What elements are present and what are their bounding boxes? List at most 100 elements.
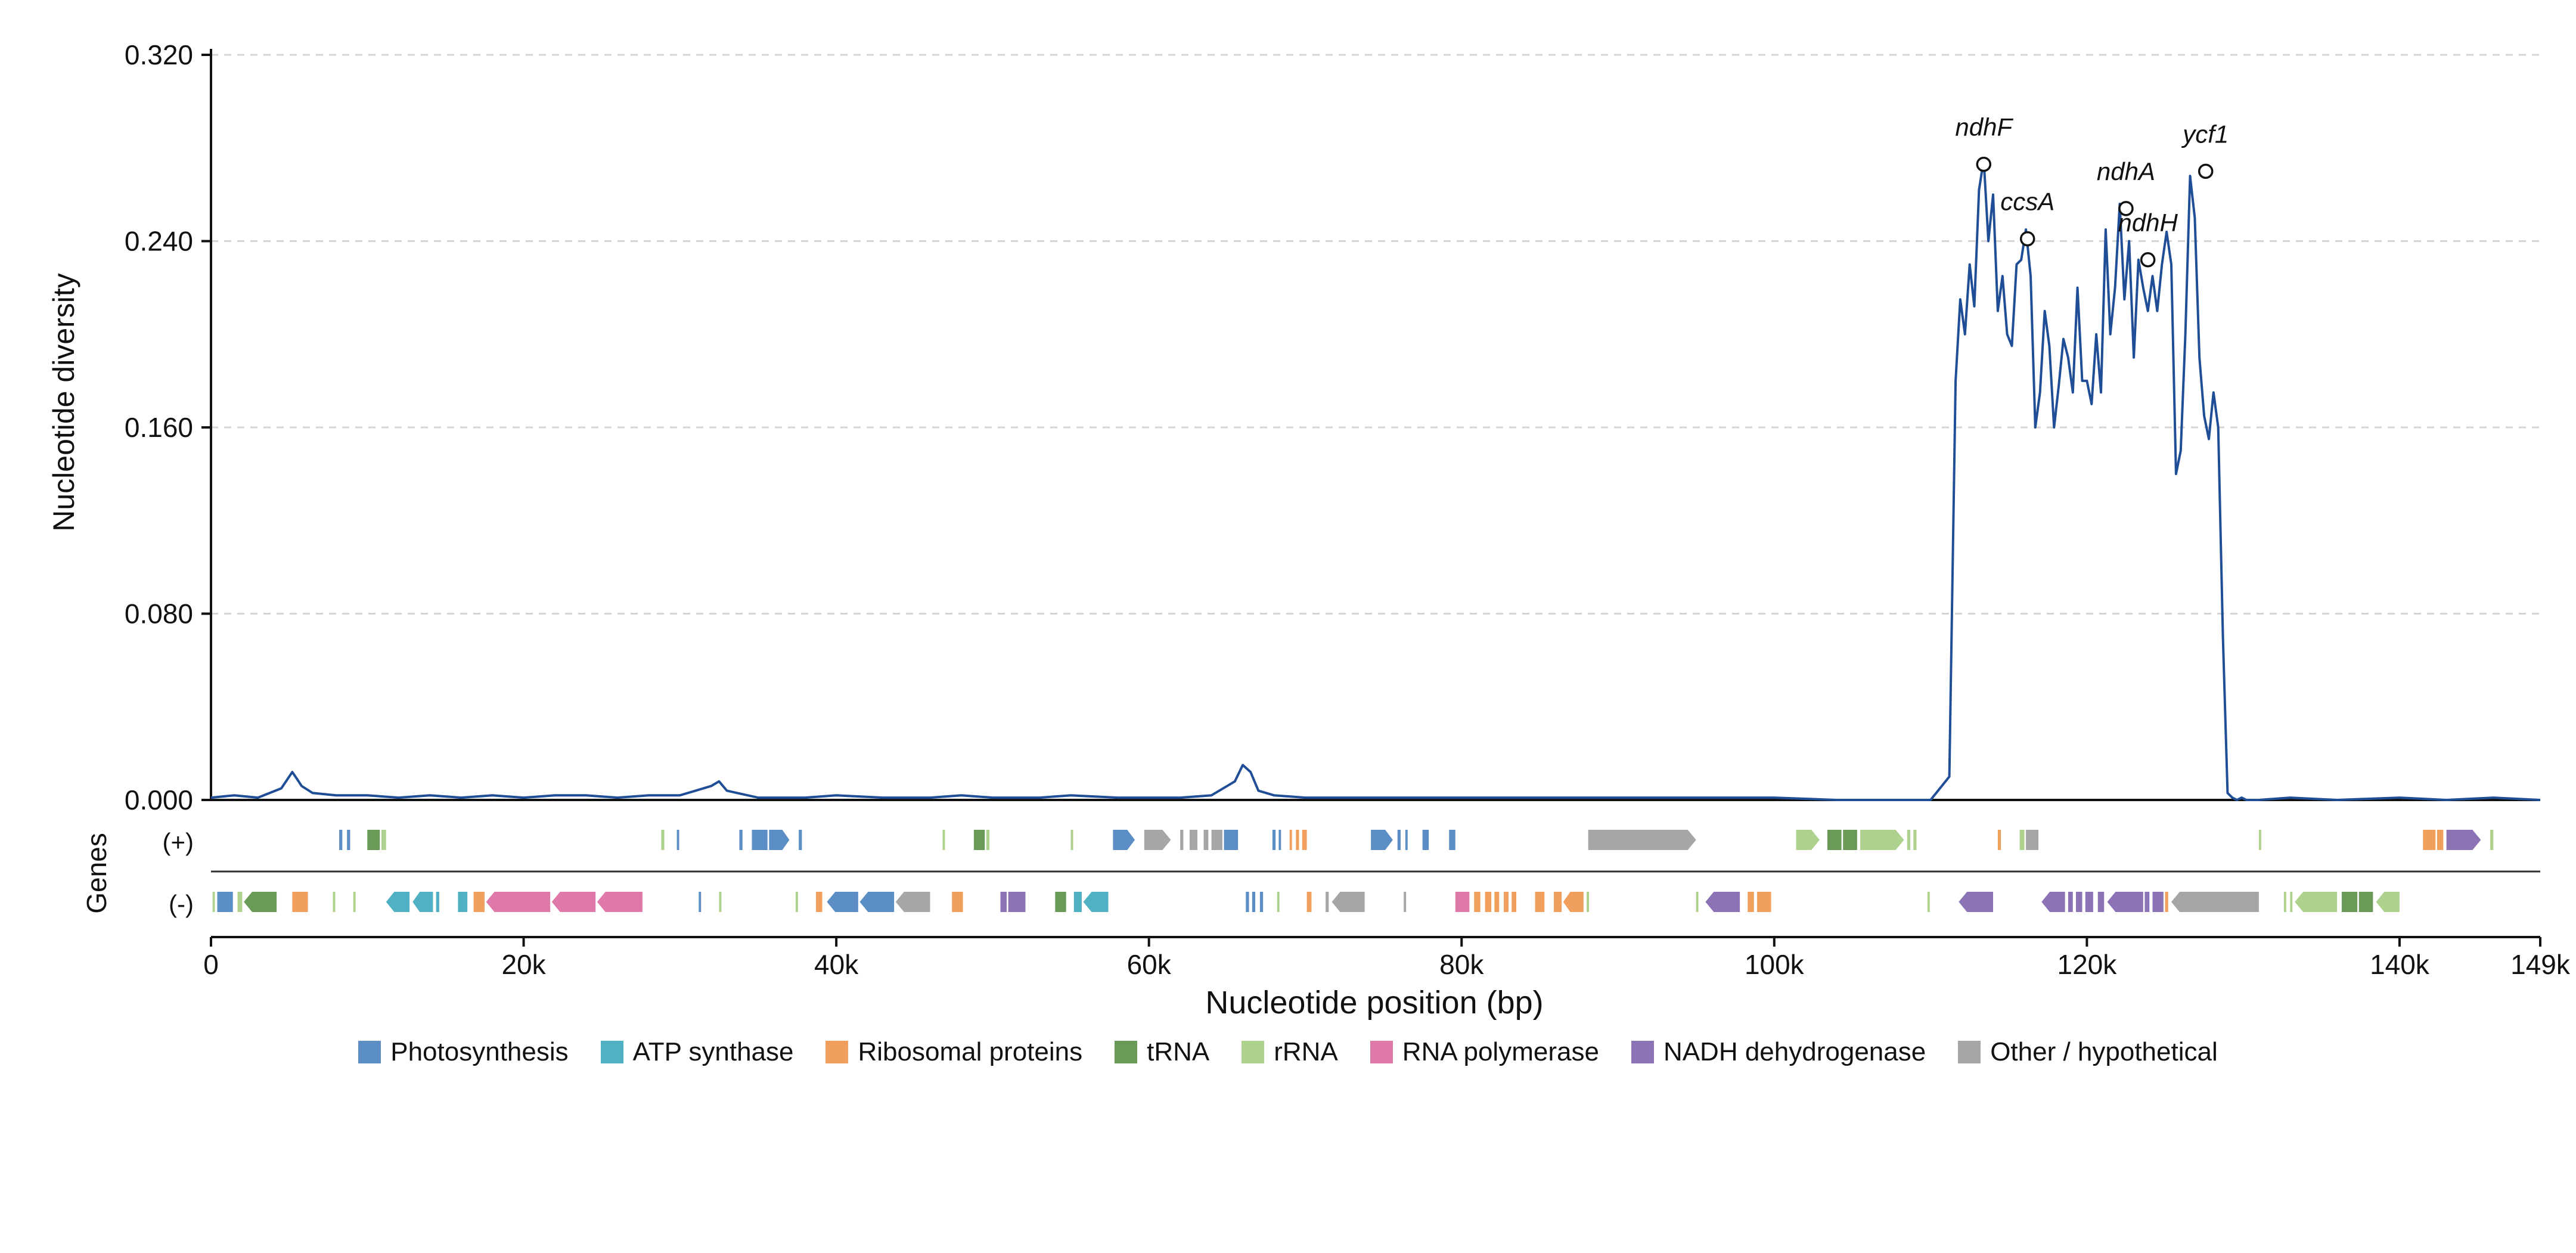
x-tick-label: 140k	[2370, 949, 2430, 980]
gene-track	[211, 830, 2540, 912]
x-tick-label: 120k	[2057, 949, 2118, 980]
gene-block-plus	[347, 830, 350, 850]
gene-block-minus	[2085, 892, 2093, 912]
gene-block-plus	[661, 830, 665, 850]
gene-block-minus	[952, 892, 963, 912]
gene-block-plus	[1796, 830, 1820, 850]
gene-block-minus	[699, 892, 702, 912]
gene-block-plus	[1397, 830, 1401, 850]
y-tick-label: 0.240	[125, 226, 193, 257]
gene-block-plus	[2437, 830, 2444, 850]
x-tick-label: 20k	[501, 949, 546, 980]
legend-swatch	[600, 1041, 623, 1063]
x-tick-label: 60k	[1127, 949, 1172, 980]
gene-block-minus	[1959, 892, 1994, 912]
gene-block-minus	[1008, 892, 1026, 912]
gene-block-minus	[212, 892, 215, 912]
legend-item: RNA polymerase	[1370, 1037, 1599, 1067]
gene-block-minus	[486, 892, 551, 912]
legend-item: Ribosomal proteins	[825, 1037, 1082, 1067]
gene-block-plus	[2026, 830, 2039, 850]
gene-block-minus	[827, 892, 858, 912]
gene-block-minus	[1259, 892, 1264, 912]
peak-gene-label: ccsA	[2000, 188, 2054, 216]
gene-block-plus	[367, 830, 380, 850]
gene-block-plus	[1189, 830, 1197, 850]
peak-marker	[2019, 231, 2035, 247]
gene-block-plus	[1405, 830, 1408, 850]
gene-block-minus	[1404, 892, 1407, 912]
gene-block-minus	[1756, 892, 1771, 912]
diversity-line-layer	[210, 158, 2541, 801]
gene-block-plus	[1224, 830, 1239, 850]
gene-block-minus	[2068, 892, 2073, 912]
legend-swatch	[1242, 1041, 1265, 1063]
strand-minus-label: (-)	[169, 890, 194, 918]
gene-block-plus	[1289, 830, 1292, 850]
y-tick-label: 0.160	[125, 412, 193, 443]
diversity-series-line	[210, 158, 2541, 801]
gene-block-minus	[436, 892, 439, 912]
gene-block-plus	[1180, 830, 1184, 850]
gene-block-minus	[551, 892, 596, 912]
x-tick-label: 100k	[1745, 949, 1805, 980]
peak-marker	[2118, 201, 2134, 216]
legend-label: ATP synthase	[632, 1037, 794, 1066]
gene-block-plus	[1272, 830, 1276, 850]
gene-block-plus	[1296, 830, 1299, 850]
gene-block-plus	[739, 830, 743, 850]
gene-block-minus	[2076, 892, 2082, 912]
gene-block-minus	[1705, 892, 1740, 912]
gene-block-plus	[2019, 830, 2025, 850]
gene-block-minus	[473, 892, 485, 912]
gene-block-plus	[1422, 830, 1429, 850]
gene-block-plus	[973, 830, 985, 850]
gene-block-minus	[1504, 892, 1509, 912]
gene-block-minus	[217, 892, 233, 912]
gene-block-minus	[1696, 892, 1699, 912]
gene-block-minus	[292, 892, 308, 912]
gene-block-minus	[1000, 892, 1007, 912]
x-tick-label: 149k	[2510, 949, 2571, 980]
legend-swatch	[358, 1041, 381, 1063]
x-tick-label: 80k	[1439, 949, 1484, 980]
gene-block-plus	[1144, 830, 1171, 850]
gene-block-minus	[1306, 892, 1312, 912]
gene-block-minus	[1455, 892, 1470, 912]
y-axis: 0.000 0.080 0.160 0.240 0.320	[125, 39, 2540, 815]
legend-swatch	[825, 1041, 849, 1063]
gene-block-plus	[1860, 830, 1904, 850]
gene-block-minus	[386, 892, 410, 912]
gene-block-minus	[1587, 892, 1590, 912]
legend-swatch	[1958, 1041, 1981, 1063]
gene-block-minus	[458, 892, 468, 912]
gene-block-minus	[1554, 892, 1562, 912]
gene-block-plus	[1203, 830, 1209, 850]
gene-block-minus	[2144, 892, 2150, 912]
gene-block-minus	[237, 892, 243, 912]
gene-block-minus	[2341, 892, 2358, 912]
y-axis-title: Nucleotide diversity	[47, 273, 80, 532]
gene-block-plus	[2446, 830, 2481, 850]
gene-block-plus	[1302, 830, 1307, 850]
legend-item: ATP synthase	[600, 1037, 794, 1067]
gene-block-plus	[769, 830, 790, 850]
gene-block-minus	[1277, 892, 1280, 912]
legend-item: rRNA	[1242, 1037, 1338, 1067]
legend: Photosynthesis ATP synthase Ribosomal prot…	[0, 1037, 2576, 1067]
gene-block-minus	[244, 892, 277, 912]
gene-block-minus	[2041, 892, 2065, 912]
genes-track-title: Genes	[81, 833, 112, 914]
gene-block-plus	[1843, 830, 1857, 850]
grid-lines	[211, 54, 2540, 615]
gene-block-plus	[381, 830, 386, 850]
gene-block-minus	[1535, 892, 1545, 912]
gene-block-minus	[1927, 892, 1930, 912]
gene-block-plus	[1070, 830, 1073, 850]
legend-label: Ribosomal proteins	[858, 1037, 1083, 1066]
gene-block-plus	[1211, 830, 1222, 850]
gene-block-minus	[597, 892, 643, 912]
peak-marker	[2198, 163, 2214, 179]
legend-label: NADH dehydrogenase	[1663, 1037, 1926, 1066]
gene-block-plus	[676, 830, 679, 850]
